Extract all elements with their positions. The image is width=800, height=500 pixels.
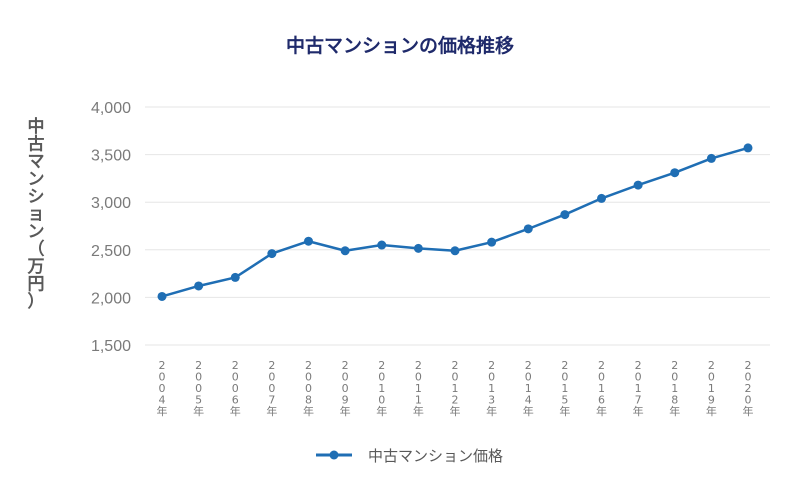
data-point	[523, 224, 533, 234]
data-points	[157, 143, 753, 301]
data-point	[230, 272, 240, 282]
data-point	[560, 210, 570, 220]
data-point	[340, 246, 350, 256]
data-point	[487, 237, 497, 247]
y-axis-label-char: 万	[27, 257, 45, 277]
y-axis-label-char: 古	[28, 134, 45, 155]
chart-title: 中古マンションの価格推移	[286, 34, 514, 57]
y-axis-ticks: 1,500 2,000 2,500 3,000 3,500 4,000	[91, 100, 131, 355]
data-point	[267, 249, 277, 259]
x-axis-ticks: 2 0 0 4 年 2 0 0 5 年 2 0 0 6 年 2 0 0 7 年 2 0 0 8 年 2 0 0 9 年 2 0 1 0 年 2 0 1 1 年…	[157, 359, 754, 418]
data-point	[743, 143, 753, 153]
data-point	[597, 193, 606, 203]
gridlines	[145, 106, 770, 346]
series-line	[161, 146, 749, 298]
y-tick-label: 4,000	[91, 100, 131, 117]
y-axis-label: 中古マンション（万円）	[27, 116, 45, 312]
y-tick-label: 2,000	[91, 290, 131, 307]
y-axis-label-char: （	[28, 239, 45, 260]
legend: 中古マンション価格	[316, 447, 503, 465]
data-point	[377, 240, 387, 250]
data-point	[633, 180, 643, 190]
y-axis-label-char: ン	[28, 222, 45, 242]
legend-marker	[329, 450, 339, 460]
data-point	[413, 243, 423, 253]
data-point	[450, 246, 460, 256]
y-axis-label-char: マ	[28, 152, 45, 172]
data-point	[157, 291, 167, 301]
y-axis-label-char: 円	[28, 275, 45, 295]
data-point	[706, 153, 716, 163]
y-axis-label-char: ）	[28, 291, 45, 312]
y-tick-label: 3,000	[91, 195, 131, 212]
y-tick-label: 2,500	[91, 243, 131, 260]
y-axis-label-char: 中	[28, 116, 45, 137]
data-point	[670, 168, 680, 178]
y-tick-label: 1,500	[91, 338, 131, 355]
y-tick-label: 3,500	[91, 148, 131, 165]
y-axis-label-char: ン	[28, 170, 45, 190]
y-axis-label-char: ョ	[28, 205, 45, 225]
series-line-path	[161, 146, 749, 298]
data-point	[194, 281, 204, 291]
y-axis-label-char: シ	[28, 187, 45, 207]
data-point	[304, 236, 313, 246]
legend-label: 中古マンション価格	[368, 447, 503, 465]
